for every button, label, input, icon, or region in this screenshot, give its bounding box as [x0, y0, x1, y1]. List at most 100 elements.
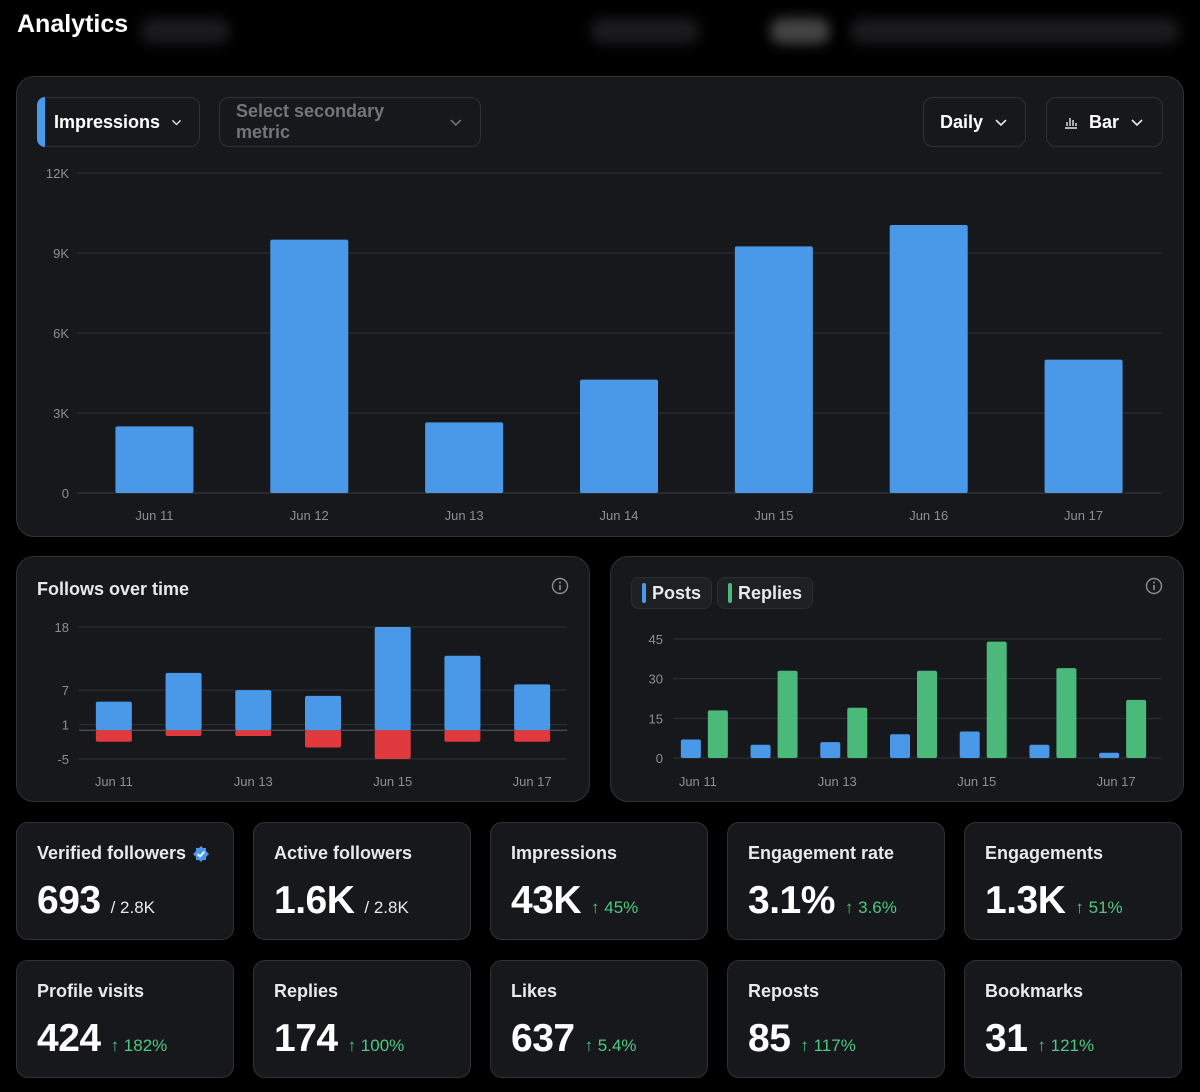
impressions-bar[interactable]	[889, 225, 968, 493]
blurred-nav-4	[850, 18, 1180, 44]
stat-label-text: Engagement rate	[748, 843, 895, 863]
replies-bar[interactable]	[1056, 668, 1077, 758]
unfollows-bar[interactable]	[444, 730, 481, 742]
y-tick-label: 0	[656, 751, 663, 766]
stat-change: ↑ 3.6%	[844, 898, 897, 917]
unfollows-bar[interactable]	[95, 730, 132, 742]
replies-bar[interactable]	[707, 710, 728, 758]
unfollows-bar[interactable]	[374, 730, 411, 759]
x-tick-label: Jun 15	[957, 774, 996, 789]
chart-type-select[interactable]: Bar	[1046, 97, 1163, 147]
stat-value-row: 637 ↑ 5.4%	[511, 1017, 637, 1061]
stat-total: / 2.8K	[364, 898, 409, 917]
interval-select[interactable]: Daily	[923, 97, 1026, 147]
follows-bar[interactable]	[95, 701, 132, 731]
stat-total: / 2.8K	[110, 898, 155, 917]
stat-label: Likes	[511, 981, 557, 1002]
posts-bar[interactable]	[1029, 744, 1050, 758]
primary-metric-select[interactable]: Impressions	[37, 97, 200, 147]
unfollows-bar[interactable]	[305, 730, 341, 748]
legend-replies[interactable]: Replies	[717, 577, 814, 609]
replies-bar[interactable]	[777, 670, 798, 758]
interval-label: Daily	[940, 111, 984, 132]
posts-bar[interactable]	[1099, 752, 1120, 758]
impressions-chart-card: Impressions Select secondary metric Dail…	[16, 76, 1184, 537]
replies-bar[interactable]	[847, 707, 868, 758]
stat-value-row: 3.1% ↑ 3.6%	[748, 879, 897, 923]
info-icon[interactable]	[551, 577, 569, 595]
impressions-bar[interactable]	[425, 422, 504, 493]
replies-bar[interactable]	[917, 670, 937, 758]
unfollows-bar[interactable]	[514, 730, 551, 742]
stat-value-row: 174 ↑ 100%	[274, 1017, 404, 1061]
follows-bar[interactable]	[235, 690, 272, 731]
stat-card-reposts[interactable]: Reposts 85 ↑ 117%	[727, 960, 945, 1078]
impressions-bar[interactable]	[580, 379, 658, 493]
follows-bar[interactable]	[444, 655, 481, 731]
stat-change: ↑ 117%	[800, 1036, 856, 1055]
posts-bar[interactable]	[890, 734, 910, 758]
follows-bar[interactable]	[514, 684, 551, 731]
follows-bar-chart: -5 1 7 18 Jun 11 Jun 13 Jun 15 Jun 17	[55, 620, 567, 789]
replies-bar[interactable]	[986, 641, 1007, 758]
posts-bar[interactable]	[959, 731, 980, 758]
stat-card-impressions[interactable]: Impressions 43K ↑ 45%	[490, 822, 708, 940]
info-icon[interactable]	[1145, 577, 1163, 595]
replies-bar[interactable]	[1126, 699, 1147, 758]
x-tick-label: Jun 17	[1097, 774, 1136, 789]
y-tick-label: 1	[62, 718, 69, 733]
stat-value: 3.1%	[748, 879, 835, 922]
impressions-bar[interactable]	[115, 426, 194, 493]
stat-value: 1.3K	[985, 879, 1066, 922]
x-tick-label: Jun 11	[95, 774, 133, 789]
impressions-bar-chart: 0 3K 6K 9K 12K Jun 11 Jun 12 Jun 13 Jun 14 Jun 15…	[46, 166, 1161, 523]
stat-card-likes[interactable]: Likes 637 ↑ 5.4%	[490, 960, 708, 1078]
stat-value-row: 1.6K / 2.8K	[274, 879, 409, 923]
stat-label-text: Engagements	[985, 843, 1104, 863]
follows-bar[interactable]	[165, 672, 202, 731]
legend-posts-label: Posts	[652, 582, 702, 603]
y-tick-label: 3K	[53, 406, 69, 421]
stat-value-row: 43K ↑ 45%	[511, 879, 638, 923]
stat-card-verified-followers[interactable]: Verified followers 693 / 2.8K	[16, 822, 234, 940]
stat-value: 1.6K	[274, 879, 355, 922]
verified-badge-icon	[193, 845, 210, 862]
stat-card-engagement-rate[interactable]: Engagement rate 3.1% ↑ 3.6%	[727, 822, 945, 940]
stat-label-text: Bookmarks	[985, 981, 1084, 1001]
y-tick-label: 15	[649, 711, 663, 726]
stat-card-active-followers[interactable]: Active followers 1.6K / 2.8K	[253, 822, 471, 940]
stat-change: ↑ 100%	[347, 1036, 405, 1055]
unfollows-bar[interactable]	[165, 730, 202, 737]
impressions-bar[interactable]	[1044, 359, 1123, 493]
secondary-metric-select[interactable]: Select secondary metric	[219, 97, 481, 147]
impressions-bar[interactable]	[734, 246, 813, 493]
unfollows-bar[interactable]	[235, 730, 272, 737]
y-tick-label: 0	[62, 486, 69, 501]
follows-bar[interactable]	[374, 627, 411, 731]
stat-card-engagements[interactable]: Engagements 1.3K ↑ 51%	[964, 822, 1182, 940]
posts-bar[interactable]	[680, 739, 701, 758]
legend-posts[interactable]: Posts	[631, 577, 713, 609]
stat-label: Active followers	[274, 843, 412, 864]
x-tick-label: Jun 11	[679, 774, 717, 789]
chevron-down-icon	[1131, 119, 1143, 127]
stat-card-bookmarks[interactable]: Bookmarks 31 ↑ 121%	[964, 960, 1182, 1078]
stat-label: Replies	[274, 981, 338, 1002]
y-tick-label: -5	[57, 752, 69, 767]
stat-label-text: Reposts	[748, 981, 820, 1001]
x-tick-label: Jun 11	[135, 508, 173, 523]
y-tick-label: 30	[649, 672, 663, 687]
posts-bar[interactable]	[750, 744, 771, 758]
stat-label: Bookmarks	[985, 981, 1083, 1002]
stat-card-replies[interactable]: Replies 174 ↑ 100%	[253, 960, 471, 1078]
stat-label-text: Profile visits	[37, 981, 145, 1001]
stat-change: ↑ 45%	[591, 898, 639, 917]
follows-chart-card: Follows over time -5 1 7 18 Jun 11 Jun 13 Jun …	[16, 556, 590, 802]
posts-bar[interactable]	[820, 742, 841, 758]
stat-card-profile-visits[interactable]: Profile visits 424 ↑ 182%	[16, 960, 234, 1078]
impressions-bar[interactable]	[270, 239, 349, 493]
stat-value: 85	[748, 1017, 791, 1060]
follows-bar[interactable]	[305, 695, 341, 731]
stat-value: 693	[37, 879, 101, 922]
y-tick-label: 12K	[46, 166, 69, 181]
